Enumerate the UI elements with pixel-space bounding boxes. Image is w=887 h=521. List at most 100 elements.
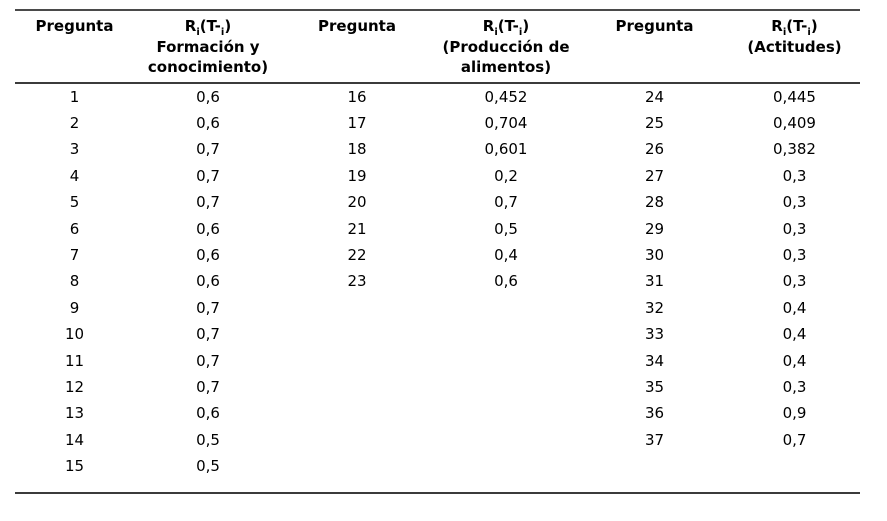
value-cell: 0,4 bbox=[494, 246, 518, 265]
value-cell: 0,7 bbox=[782, 430, 807, 449]
pregunta-cell: 23 bbox=[347, 272, 367, 291]
value-cell: 0,382 bbox=[773, 140, 816, 159]
pregunta-cell: 37 bbox=[644, 430, 665, 449]
pregunta-cell: 29 bbox=[644, 219, 665, 238]
pregunta-cell bbox=[282, 374, 432, 400]
column-header-pregunta-2: Pregunta bbox=[282, 11, 432, 84]
value-cell: 0,6 bbox=[196, 87, 220, 106]
ri-ti-formula: Ri(T-i) bbox=[771, 17, 818, 38]
value-cell: 0,4 bbox=[782, 351, 807, 370]
pregunta-cell: 18 bbox=[347, 140, 367, 159]
value-cell: 0,7 bbox=[196, 140, 220, 159]
value-cell: 0,601 bbox=[484, 140, 528, 159]
pregunta-cell: 15 bbox=[64, 457, 85, 476]
table-row: 3 0,7 18 0,601 26 0,382 bbox=[15, 136, 860, 162]
value-cell: 0,4 bbox=[782, 325, 807, 344]
pregunta-cell: 26 bbox=[644, 140, 665, 159]
value-cell bbox=[432, 374, 580, 400]
table-row: 15 0,5 bbox=[15, 453, 860, 479]
table-row: 13 0,6 36 0,9 bbox=[15, 400, 860, 426]
pregunta-cell: 20 bbox=[347, 193, 367, 212]
pregunta-cell: 28 bbox=[644, 193, 665, 212]
column-header-pregunta-3: Pregunta bbox=[580, 11, 729, 84]
table-row: 14 0,5 37 0,7 bbox=[15, 427, 860, 453]
pregunta-cell: 31 bbox=[644, 272, 665, 291]
column-header-pregunta-1: Pregunta bbox=[15, 11, 134, 84]
value-cell: 0,5 bbox=[196, 457, 220, 476]
pregunta-cell: 3 bbox=[69, 140, 80, 159]
value-cell: 0,3 bbox=[782, 272, 807, 291]
value-cell: 0,6 bbox=[196, 404, 220, 423]
reliability-table: Pregunta Ri(T-i) Formación y conocimient… bbox=[15, 9, 860, 495]
pregunta-cell: 6 bbox=[69, 219, 80, 238]
value-cell bbox=[729, 453, 860, 479]
pregunta-cell: 22 bbox=[347, 246, 367, 265]
value-cell bbox=[432, 347, 580, 373]
pregunta-cell: 19 bbox=[347, 166, 367, 185]
value-cell: 0,2 bbox=[494, 166, 518, 185]
value-cell bbox=[432, 453, 580, 479]
pregunta-cell bbox=[580, 453, 729, 479]
value-cell: 0,7 bbox=[494, 193, 518, 212]
table-body: 1 0,6 16 0,452 24 0,445 2 0,6 17 0,704 2… bbox=[15, 83, 860, 480]
caption-line: alimentos) bbox=[460, 58, 552, 76]
pregunta-cell: 10 bbox=[64, 325, 85, 344]
table-row: 11 0,7 34 0,4 bbox=[15, 347, 860, 373]
value-cell: 0,6 bbox=[494, 272, 518, 291]
table-row: 12 0,7 35 0,3 bbox=[15, 374, 860, 400]
table-row: 1 0,6 16 0,452 24 0,445 bbox=[15, 83, 860, 110]
pregunta-cell bbox=[282, 453, 432, 479]
pregunta-cell: 27 bbox=[644, 166, 665, 185]
pregunta-cell: 8 bbox=[69, 272, 80, 291]
table-row: 4 0,7 19 0,2 27 0,3 bbox=[15, 163, 860, 189]
caption-line: conocimiento) bbox=[147, 58, 269, 76]
pregunta-cell: 1 bbox=[69, 87, 80, 106]
value-cell: 0,704 bbox=[484, 114, 528, 133]
value-cell: 0,7 bbox=[196, 351, 220, 370]
pregunta-cell bbox=[282, 347, 432, 373]
pregunta-label: Pregunta bbox=[615, 17, 694, 35]
table-row: 9 0,7 32 0,4 bbox=[15, 295, 860, 321]
pregunta-cell: 14 bbox=[64, 430, 85, 449]
pregunta-label: Pregunta bbox=[35, 17, 114, 35]
value-cell: 0,3 bbox=[782, 219, 807, 238]
caption-line: (Actitudes) bbox=[747, 37, 842, 56]
pregunta-cell: 5 bbox=[69, 193, 80, 212]
pregunta-cell: 36 bbox=[644, 404, 665, 423]
value-cell: 0,3 bbox=[782, 246, 807, 265]
column-header-produccion-alimentos: Ri(T-i) (Producción de alimentos) bbox=[432, 11, 580, 84]
value-cell: 0,3 bbox=[782, 377, 807, 396]
value-cell: 0,3 bbox=[782, 193, 807, 212]
pregunta-cell bbox=[282, 427, 432, 453]
header-row: Pregunta Ri(T-i) Formación y conocimient… bbox=[15, 11, 860, 84]
pregunta-cell: 34 bbox=[644, 351, 665, 370]
pregunta-cell: 35 bbox=[644, 377, 665, 396]
value-cell bbox=[432, 400, 580, 426]
pregunta-cell: 2 bbox=[69, 114, 80, 133]
ri-ti-formula: Ri(T-i) bbox=[184, 17, 232, 38]
value-cell: 0,7 bbox=[196, 298, 220, 317]
table-row: 10 0,7 33 0,4 bbox=[15, 321, 860, 347]
value-cell: 0,6 bbox=[196, 272, 220, 291]
value-cell: 0,452 bbox=[484, 87, 528, 106]
value-cell bbox=[432, 321, 580, 347]
pregunta-cell: 9 bbox=[69, 298, 80, 317]
value-cell: 0,3 bbox=[782, 166, 807, 185]
table-header: Pregunta Ri(T-i) Formación y conocimient… bbox=[15, 11, 860, 84]
column-header-formacion-conocimiento: Ri(T-i) Formación y conocimiento) bbox=[134, 11, 282, 84]
table-row: 2 0,6 17 0,704 25 0,409 bbox=[15, 110, 860, 136]
table-row: 6 0,6 21 0,5 29 0,3 bbox=[15, 215, 860, 241]
pregunta-cell: 17 bbox=[347, 114, 367, 133]
value-cell: 0,7 bbox=[196, 377, 220, 396]
value-cell: 0,6 bbox=[196, 246, 220, 265]
pregunta-cell: 24 bbox=[644, 87, 665, 106]
value-cell: 0,409 bbox=[773, 114, 816, 133]
value-cell: 0,7 bbox=[196, 193, 220, 212]
pregunta-cell bbox=[282, 400, 432, 426]
pregunta-cell bbox=[282, 295, 432, 321]
value-cell: 0,6 bbox=[196, 219, 220, 238]
pregunta-cell: 25 bbox=[644, 114, 665, 133]
ri-ti-formula: Ri(T-i) bbox=[482, 17, 530, 38]
value-cell: 0,6 bbox=[196, 114, 220, 133]
pregunta-label: Pregunta bbox=[318, 17, 396, 35]
